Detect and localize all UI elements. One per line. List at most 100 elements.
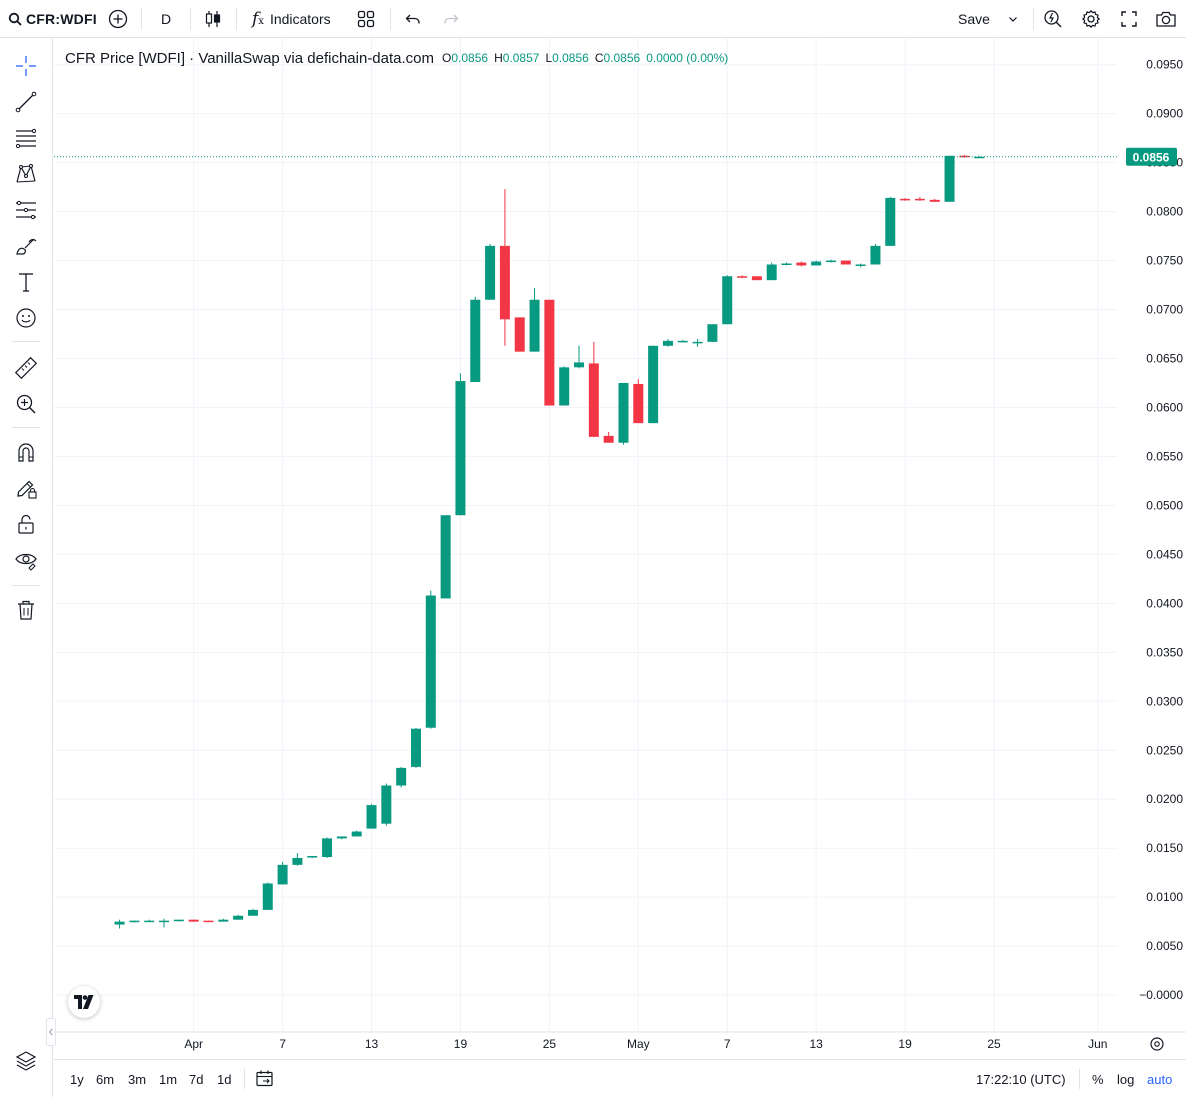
time-scale-settings-button[interactable] <box>1150 1037 1164 1051</box>
toolbar-divider <box>12 585 40 586</box>
zoom-in-icon <box>14 392 38 416</box>
candle-body <box>885 197 896 246</box>
candle-body <box>677 340 688 343</box>
layouts-button[interactable] <box>352 0 380 38</box>
fullscreen-button[interactable] <box>1115 0 1143 38</box>
candle <box>722 275 733 325</box>
candle <box>811 260 822 266</box>
gear-icon <box>1081 9 1101 29</box>
candle-body <box>574 362 585 368</box>
clock-timezone[interactable]: 17:22:10 (UTC) <box>976 1071 1066 1087</box>
candle <box>218 918 229 922</box>
candle <box>129 920 140 923</box>
zoom-in-tool[interactable] <box>12 390 40 418</box>
quick-search-button[interactable] <box>1039 0 1067 38</box>
candle-body <box>900 198 911 201</box>
magnet-mode-tool[interactable] <box>12 438 40 466</box>
crosshair-icon <box>14 54 38 78</box>
object-tree-button[interactable] <box>12 1047 40 1075</box>
open-value: 0.0856 <box>451 51 489 65</box>
remove-drawings-tool[interactable] <box>12 596 40 624</box>
candle <box>381 783 392 826</box>
snapshot-button[interactable] <box>1152 0 1180 38</box>
current-price-line: 0.0856 <box>54 147 1177 166</box>
lock-drawing-tool[interactable] <box>12 474 40 502</box>
time-scale[interactable]: Apr 7 13 19 25 May 7 13 19 25 Jun <box>184 1037 1107 1051</box>
redo-button[interactable] <box>437 0 465 38</box>
fib-retracement-tool[interactable] <box>12 124 40 152</box>
prediction-icon <box>14 198 38 222</box>
range-button-3m[interactable]: 3m <box>128 1071 147 1087</box>
candle-body <box>766 264 777 281</box>
range-button-1y[interactable]: 1y <box>70 1071 84 1087</box>
candle <box>633 379 644 424</box>
search-icon <box>8 12 22 26</box>
toolbar-divider <box>141 8 142 30</box>
fib-retracement-icon <box>14 126 38 150</box>
brush-tool[interactable] <box>12 232 40 260</box>
legend-close: C0.0856 <box>595 51 640 65</box>
candle <box>499 189 510 346</box>
candle-body <box>618 382 629 443</box>
candle <box>114 919 125 929</box>
symbol-search-button[interactable]: CFR:WDFI <box>8 0 97 38</box>
price-tick-label: 0.0600 <box>1146 400 1183 414</box>
indicators-button[interactable]: fx Indicators <box>246 0 342 38</box>
interval-button[interactable]: D <box>152 0 180 38</box>
price-tick-label: 0.0350 <box>1146 645 1183 659</box>
candle <box>410 727 421 768</box>
go-to-date-button[interactable] <box>254 1060 276 1098</box>
candle-body <box>514 317 525 352</box>
compare-add-symbol-button[interactable] <box>104 0 132 38</box>
trend-line-tool[interactable] <box>12 88 40 116</box>
range-button-1m[interactable]: 1m <box>159 1071 178 1087</box>
candle-body <box>855 264 866 266</box>
measure-tool[interactable] <box>12 354 40 382</box>
prediction-tool[interactable] <box>12 196 40 224</box>
undo-button[interactable] <box>399 0 427 38</box>
chart-type-button[interactable] <box>199 0 227 38</box>
candle-body <box>751 276 762 281</box>
candle <box>900 197 911 201</box>
time-tick-label: 19 <box>454 1037 468 1051</box>
candle <box>262 882 273 910</box>
pattern-tool[interactable] <box>12 160 40 188</box>
range-button-7d[interactable]: 7d <box>189 1071 204 1087</box>
crosshair-tool[interactable] <box>12 52 40 80</box>
candle <box>677 339 688 343</box>
candle-body <box>203 920 214 923</box>
range-button-6m[interactable]: 6m <box>96 1071 115 1087</box>
tradingview-logo[interactable] <box>68 986 100 1018</box>
log-scale-toggle[interactable]: log <box>1117 1071 1135 1087</box>
text-tool[interactable] <box>12 268 40 296</box>
high-label: H <box>494 51 503 65</box>
hide-drawings-tool[interactable] <box>12 546 40 574</box>
emoji-tool[interactable] <box>12 304 40 332</box>
price-tick-label: 0.0950 <box>1146 58 1183 72</box>
candle <box>944 155 955 202</box>
legend-change: 0.0000 (0.00%) <box>646 51 729 65</box>
range-button-1d[interactable]: 1d <box>217 1071 232 1087</box>
price-tick-label: 0.0150 <box>1146 841 1183 855</box>
price-chart[interactable]: 0.09500.09000.08500.08000.07500.07000.06… <box>54 38 1186 1059</box>
lock-drawing-icon <box>14 476 38 500</box>
top-toolbar: CFR:WDFI D fx Indicators Save <box>0 0 1186 38</box>
magnet-icon <box>14 440 38 464</box>
percent-scale-toggle[interactable]: % <box>1092 1071 1104 1087</box>
time-tick-label: Jun <box>1088 1037 1107 1051</box>
candle-body <box>588 363 599 437</box>
candle-body <box>737 276 748 278</box>
auto-scale-toggle[interactable]: auto <box>1147 1071 1173 1087</box>
candle-body <box>336 836 347 839</box>
settings-button[interactable] <box>1077 0 1105 38</box>
trash-icon <box>14 598 38 622</box>
candle <box>751 276 762 281</box>
time-tick-label: 13 <box>365 1037 379 1051</box>
candle <box>870 243 881 265</box>
save-button[interactable]: Save <box>948 0 1028 38</box>
legend-title[interactable]: CFR Price [WDFI] · VanillaSwap via defic… <box>65 49 435 67</box>
lock-all-tool[interactable] <box>12 510 40 538</box>
candle-body <box>870 245 881 265</box>
legend-open: O0.0856 <box>442 51 488 65</box>
chart-pane[interactable]: 0.09500.09000.08500.08000.07500.07000.06… <box>54 38 1186 1097</box>
